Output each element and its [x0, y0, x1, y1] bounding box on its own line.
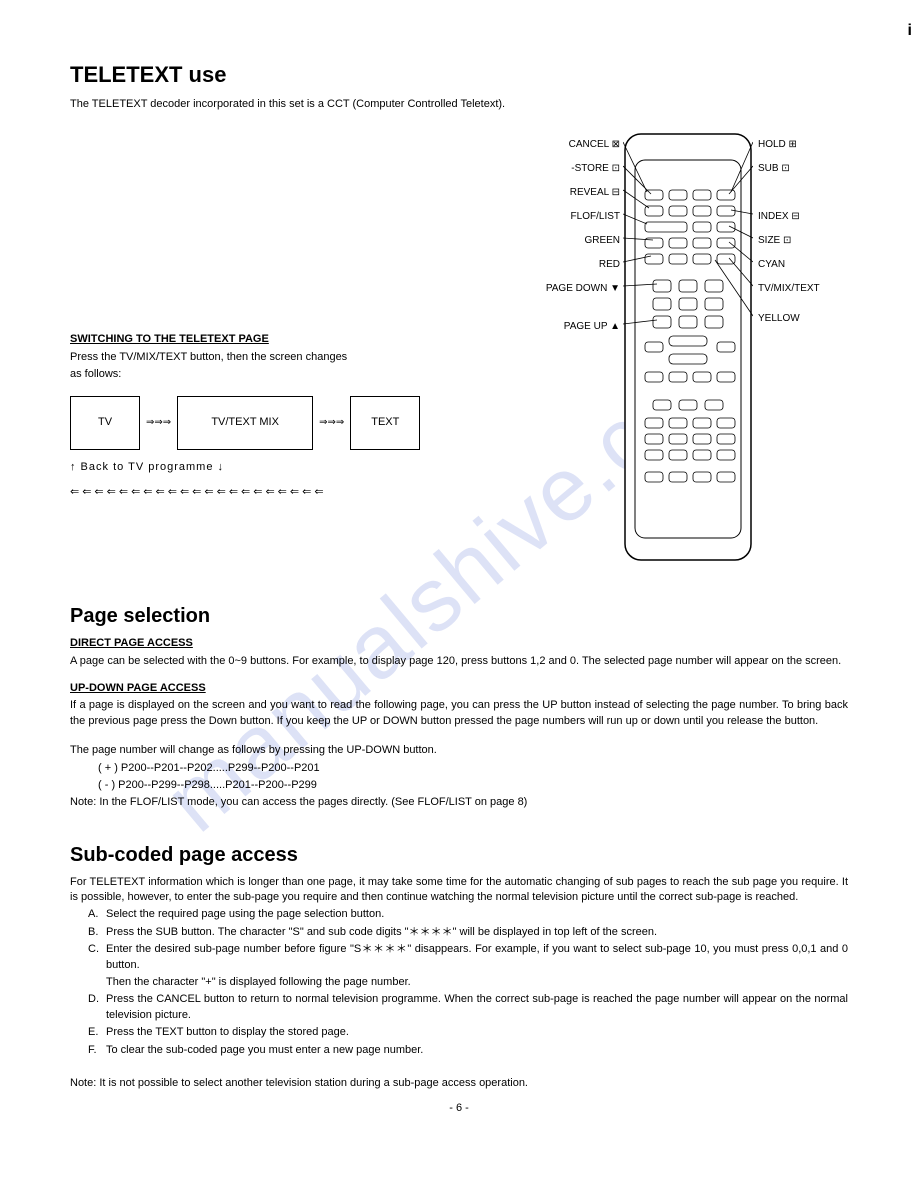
- list-text: Then the character "+" is displayed foll…: [106, 975, 848, 990]
- back-arrows: ⇐⇐⇐⇐⇐⇐⇐⇐⇐⇐⇐⇐⇐⇐⇐⇐⇐⇐⇐⇐⇐: [70, 485, 488, 500]
- back-to-tv-label: ↑ Back to TV programme ↓: [70, 460, 488, 475]
- callout-label: GREEN: [584, 234, 620, 248]
- remote-icon: [623, 132, 753, 562]
- list-text: Press the CANCEL button to return to nor…: [106, 992, 848, 1023]
- callout-label: INDEX ⊟: [758, 210, 800, 224]
- updown-access-text: If a page is displayed on the screen and…: [70, 698, 848, 729]
- heading-page-selection: Page selection: [70, 602, 848, 630]
- heading-updown-access: UP-DOWN PAGE ACCESS: [70, 681, 848, 696]
- sub-list-item: D.Press the CANCEL button to return to n…: [88, 992, 848, 1023]
- list-bullet: [88, 975, 106, 990]
- subcoded-intro: For TELETEXT information which is longer…: [70, 875, 848, 906]
- callout-label: SIZE ⊡: [758, 234, 791, 248]
- subcoded-note: Note: It is not possible to select anoth…: [70, 1076, 848, 1091]
- page-change-plus: ( + ) P200--P201--P202.....P299--P200--P…: [98, 761, 848, 776]
- heading-subcoded: Sub-coded page access: [70, 841, 848, 869]
- sub-list-item: B.Press the SUB button. The character "S…: [88, 925, 848, 940]
- switch-text-2: as follows:: [70, 367, 488, 382]
- heading-switching: SWITCHING TO THE TELETEXT PAGE: [70, 332, 488, 347]
- callout-label: PAGE UP ▲: [564, 320, 620, 334]
- list-bullet: A.: [88, 907, 106, 922]
- heading-teletext-use: TELETEXT use: [70, 60, 848, 91]
- callout-label: RED: [599, 258, 620, 272]
- callout-label: TV/MIX/TEXT: [758, 282, 820, 296]
- list-bullet: B.: [88, 925, 106, 940]
- direct-access-text: A page can be selected with the 0~9 butt…: [70, 654, 848, 669]
- page-change-intro: The page number will change as follows b…: [70, 743, 848, 758]
- sub-list-item: Then the character "+" is displayed foll…: [88, 975, 848, 990]
- callout-label: PAGE DOWN ▼: [546, 282, 620, 296]
- list-text: Enter the desired sub-page number before…: [106, 942, 848, 973]
- switch-text-1: Press the TV/MIX/TEXT button, then the s…: [70, 350, 488, 365]
- list-text: Press the TEXT button to display the sto…: [106, 1025, 848, 1040]
- flow-box-tv: TV: [70, 396, 140, 449]
- list-text: To clear the sub-coded page you must ent…: [106, 1043, 848, 1058]
- list-text: Press the SUB button. The character "S" …: [106, 925, 848, 940]
- callout-label: CANCEL ⊠: [569, 138, 620, 152]
- sub-list-item: C.Enter the desired sub-page number befo…: [88, 942, 848, 973]
- sub-list-item: F.To clear the sub-coded page you must e…: [88, 1043, 848, 1058]
- list-bullet: F.: [88, 1043, 106, 1058]
- arrow-icon: ⇒⇒⇒: [319, 416, 344, 430]
- page-change-note: Note: In the FLOF/LIST mode, you can acc…: [70, 795, 848, 810]
- remote-diagram: CANCEL ⊠ -STORE ⊡ REVEAL ⊟ FLOF/LIST GREEN RE…: [508, 132, 848, 572]
- page-marker: i: [908, 20, 912, 42]
- flow-box-tvtext: TV/TEXT MIX: [177, 396, 313, 449]
- subtitle-cct: The TELETEXT decoder incorporated in thi…: [70, 97, 848, 112]
- page-change-minus: ( - ) P200--P299--P298.....P201--P200--P…: [98, 778, 848, 793]
- list-bullet: D.: [88, 992, 106, 1023]
- list-text: Select the required page using the page …: [106, 907, 848, 922]
- callout-label: FLOF/LIST: [571, 210, 620, 224]
- callout-label: CYAN: [758, 258, 785, 272]
- callout-label: -STORE ⊡: [571, 162, 620, 176]
- callout-label: REVEAL ⊟: [570, 186, 620, 200]
- heading-direct-access: DIRECT PAGE ACCESS: [70, 636, 848, 651]
- page-footer: - 6 -: [70, 1101, 848, 1116]
- list-bullet: C.: [88, 942, 106, 973]
- flow-box-text: TEXT: [350, 396, 420, 449]
- sub-list-item: E.Press the TEXT button to display the s…: [88, 1025, 848, 1040]
- flow-diagram: TV ⇒⇒⇒ TV/TEXT MIX ⇒⇒⇒ TEXT: [70, 396, 488, 449]
- arrow-icon: ⇒⇒⇒: [146, 416, 171, 430]
- callout-label: SUB ⊡: [758, 162, 790, 176]
- sub-list-item: A.Select the required page using the pag…: [88, 907, 848, 922]
- callout-label: HOLD ⊞: [758, 138, 797, 152]
- list-bullet: E.: [88, 1025, 106, 1040]
- callout-label: YELLOW: [758, 312, 800, 326]
